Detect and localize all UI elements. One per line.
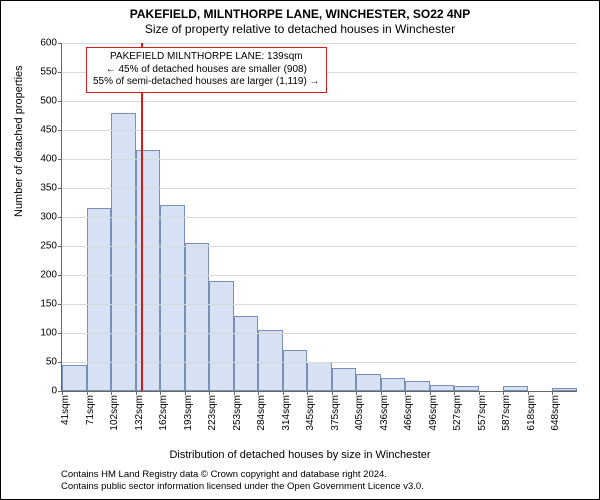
xtick-label: 162sqm: [158, 395, 169, 431]
xtick-label: 527sqm: [452, 395, 463, 431]
xtick-label: 496sqm: [428, 395, 439, 431]
grid-line: [62, 101, 577, 102]
xtick-label: 345sqm: [305, 395, 316, 431]
histogram-bar: [430, 385, 455, 391]
ytick-label: 250: [40, 241, 62, 252]
histogram-bar: [258, 330, 283, 391]
histogram-bar: [381, 378, 406, 391]
annotation-line1: PAKEFIELD MILNTHORPE LANE: 139sqm: [93, 51, 320, 64]
histogram-bar: [332, 368, 357, 391]
xtick-label: 314sqm: [281, 395, 292, 431]
ytick-label: 200: [40, 270, 62, 281]
credits: Contains HM Land Registry data © Crown c…: [61, 469, 424, 493]
chart-title-line1: PAKEFIELD, MILNTHORPE LANE, WINCHESTER, …: [1, 1, 599, 21]
xtick-label: 71sqm: [85, 395, 96, 425]
histogram-bar: [454, 386, 479, 391]
histogram-bar: [405, 381, 430, 391]
histogram-bar: [307, 362, 332, 391]
y-axis-label: Number of detached properties: [13, 65, 25, 217]
ytick-label: 600: [40, 38, 62, 49]
ytick-label: 350: [40, 183, 62, 194]
histogram-bar: [87, 208, 112, 391]
histogram-bar: [136, 150, 161, 391]
chart-container: PAKEFIELD, MILNTHORPE LANE, WINCHESTER, …: [0, 0, 600, 500]
xtick-label: 284sqm: [256, 395, 267, 431]
ytick-label: 150: [40, 299, 62, 310]
xtick-label: 618sqm: [526, 395, 537, 431]
histogram-bar: [111, 113, 136, 391]
xtick-label: 223sqm: [207, 395, 218, 431]
credits-line1: Contains HM Land Registry data © Crown c…: [61, 469, 424, 481]
xtick-label: 132sqm: [134, 395, 145, 431]
grid-line: [62, 43, 577, 44]
xtick-label: 436sqm: [379, 395, 390, 431]
xtick-label: 466sqm: [403, 395, 414, 431]
grid-line: [62, 159, 577, 160]
annotation-line2: ← 45% of detached houses are smaller (90…: [93, 64, 320, 77]
plot-area: PAKEFIELD MILNTHORPE LANE: 139sqm ← 45% …: [61, 43, 577, 392]
histogram-bar: [209, 281, 234, 391]
xtick-label: 193sqm: [183, 395, 194, 431]
histogram-bar: [503, 386, 528, 391]
ytick-label: 50: [46, 357, 62, 368]
grid-line: [62, 275, 577, 276]
histogram-bar: [160, 205, 185, 391]
marker-line: [141, 43, 143, 391]
histogram-bar: [234, 316, 259, 391]
xtick-label: 648sqm: [550, 395, 561, 431]
grid-line: [62, 304, 577, 305]
x-axis-label: Distribution of detached houses by size …: [1, 449, 599, 461]
credits-line2: Contains public sector information licen…: [61, 481, 424, 493]
chart-title-line2: Size of property relative to detached ho…: [1, 21, 599, 36]
ytick-label: 450: [40, 125, 62, 136]
histogram-bar: [552, 388, 577, 391]
histogram-bar: [185, 243, 210, 391]
ytick-label: 500: [40, 96, 62, 107]
ytick-label: 300: [40, 212, 62, 223]
xtick-label: 405sqm: [354, 395, 365, 431]
grid-line: [62, 217, 577, 218]
histogram-bar: [62, 365, 87, 391]
xtick-label: 41sqm: [60, 395, 71, 425]
grid-line: [62, 362, 577, 363]
xtick-label: 587sqm: [501, 395, 512, 431]
ytick-label: 550: [40, 67, 62, 78]
histogram-bar: [283, 350, 308, 391]
xtick-label: 557sqm: [477, 395, 488, 431]
xtick-label: 253sqm: [232, 395, 243, 431]
grid-line: [62, 188, 577, 189]
annotation-line3: 55% of semi-detached houses are larger (…: [93, 76, 320, 89]
grid-line: [62, 333, 577, 334]
ytick-label: 400: [40, 154, 62, 165]
annotation-box: PAKEFIELD MILNTHORPE LANE: 139sqm ← 45% …: [86, 47, 327, 93]
grid-line: [62, 246, 577, 247]
grid-line: [62, 130, 577, 131]
xtick-label: 375sqm: [330, 395, 341, 431]
histogram-bar: [356, 374, 381, 391]
ytick-label: 100: [40, 328, 62, 339]
xtick-label: 102sqm: [109, 395, 120, 431]
